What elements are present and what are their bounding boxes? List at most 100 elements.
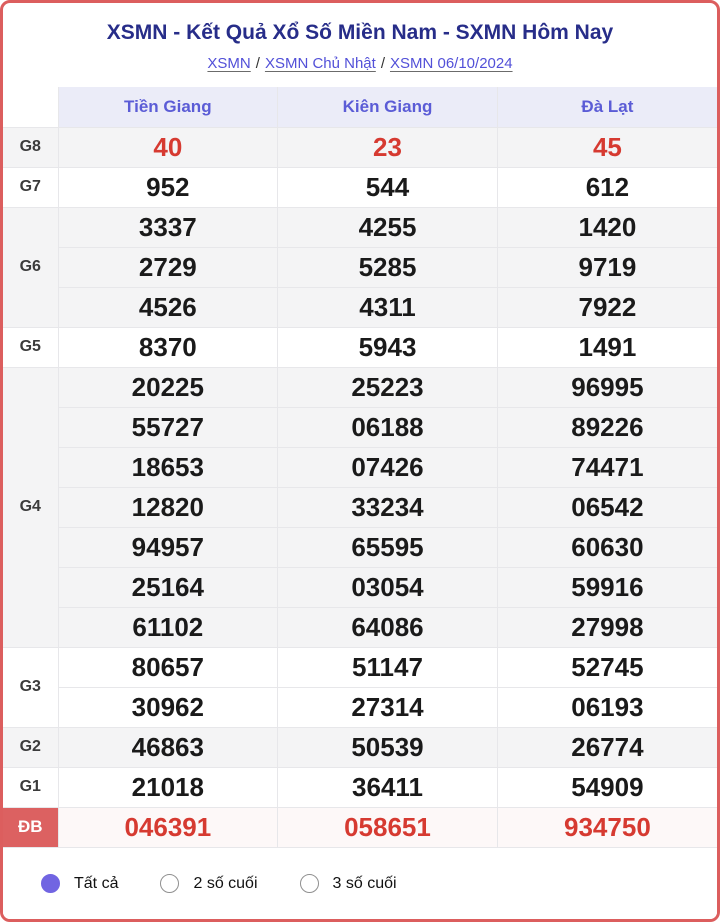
filter-option-label: 2 số cuối <box>193 874 258 892</box>
prize-value-g5-tien-giang: 8370 <box>57 326 279 368</box>
prize-value-g1-kien-giang: 36411 <box>277 766 498 808</box>
prize-value-g6-da-lat: 7922 <box>496 286 717 328</box>
radio-selected-icon[interactable] <box>41 874 60 893</box>
prize-value-g6-tien-giang: 4526 <box>57 286 279 328</box>
row-label-g3: G3 <box>3 646 59 728</box>
filter-option-last-2[interactable]: 2 số cuối <box>160 874 258 893</box>
prize-value-g2-da-lat: 26774 <box>496 726 717 768</box>
prize-value-g7-tien-giang: 952 <box>57 166 279 208</box>
header-row: Tiền Giang Kiên Giang Đà Lạt <box>3 86 717 128</box>
prize-value-g3-tien-giang: 80657 <box>57 646 279 688</box>
table-row-g4-2: 55727 06188 89226 <box>3 406 717 448</box>
table-row-g1: G1 21018 36411 54909 <box>3 766 717 808</box>
prize-value-g4-da-lat: 89226 <box>496 406 717 448</box>
table-row-g3-1: G3 80657 51147 52745 <box>3 646 717 728</box>
prize-value-g6-kien-giang: 5285 <box>277 246 498 288</box>
prize-value-g2-tien-giang: 46863 <box>57 726 279 768</box>
results-table-header: Tiền Giang Kiên Giang Đà Lạt <box>3 86 717 128</box>
table-row-g7: G7 952 544 612 <box>3 166 717 208</box>
filter-bar: Tất cả 2 số cuối 3 số cuối <box>3 847 717 919</box>
prize-value-g6-tien-giang: 2729 <box>57 246 279 288</box>
breadcrumb-link-xsmn-chu-nhat[interactable]: XSMN Chủ Nhật <box>264 55 376 72</box>
breadcrumb-separator: / <box>380 55 385 72</box>
radio-unselected-icon[interactable] <box>160 874 180 893</box>
prize-value-g3-kien-giang: 51147 <box>277 646 498 688</box>
prize-value-g8-tien-giang: 40 <box>57 126 279 168</box>
table-row-g3-2: 30962 27314 06193 <box>3 686 717 728</box>
row-label-db: ĐB <box>3 806 59 848</box>
filter-option-all[interactable]: Tất cả <box>41 874 118 893</box>
table-row-g4-4: 12820 33234 06542 <box>3 486 717 528</box>
prize-value-g6-tien-giang: 3337 <box>57 206 279 248</box>
prize-value-g4-tien-giang: 94957 <box>57 526 279 568</box>
row-label-g4: G4 <box>3 366 59 648</box>
prize-value-g4-tien-giang: 25164 <box>57 566 279 608</box>
prize-value-g4-kien-giang: 07426 <box>277 446 498 488</box>
prize-value-g2-kien-giang: 50539 <box>277 726 498 768</box>
prize-value-g6-da-lat: 1420 <box>496 206 717 248</box>
row-label-g1: G1 <box>3 766 59 808</box>
column-header-kien-giang: Kiên Giang <box>277 86 498 128</box>
prize-value-db-kien-giang: 058651 <box>277 806 498 848</box>
prize-value-g8-da-lat: 45 <box>496 126 717 168</box>
table-row-g4-1: G4 20225 25223 96995 <box>3 366 717 648</box>
prize-value-g7-kien-giang: 544 <box>277 166 498 208</box>
column-header-da-lat: Đà Lạt <box>496 86 717 128</box>
prize-value-db-tien-giang: 046391 <box>57 806 279 848</box>
header-area: XSMN - Kết Quả Xổ Số Miền Nam - SXMN Hôm… <box>3 3 717 73</box>
prize-value-g4-da-lat: 96995 <box>496 366 717 408</box>
prize-value-g4-tien-giang: 12820 <box>57 486 279 528</box>
row-label-g8: G8 <box>3 126 59 168</box>
results-table-body: G8 40 23 45 G7 952 544 612 G6 3337 4255 1420 2729 528… <box>3 126 717 848</box>
prize-value-g1-tien-giang: 21018 <box>57 766 279 808</box>
filter-option-label: Tất cả <box>74 874 119 892</box>
prize-value-db-da-lat: 934750 <box>496 806 717 848</box>
filter-option-last-3[interactable]: 3 số cuối <box>299 874 397 893</box>
prize-value-g7-da-lat: 612 <box>496 166 717 208</box>
prize-value-g4-da-lat: 59916 <box>496 566 717 608</box>
row-label-g2: G2 <box>3 726 59 768</box>
prize-value-g6-da-lat: 9719 <box>496 246 717 288</box>
table-row-g5: G5 8370 5943 1491 <box>3 326 717 368</box>
breadcrumb: XSMN / XSMN Chủ Nhật / XSMN 06/10/2024 <box>3 55 717 73</box>
prize-value-g8-kien-giang: 23 <box>277 126 498 168</box>
prize-value-g4-tien-giang: 55727 <box>57 406 279 448</box>
table-row-g2: G2 46863 50539 26774 <box>3 726 717 768</box>
prize-value-g6-kien-giang: 4255 <box>277 206 498 248</box>
prize-value-g4-da-lat: 06542 <box>496 486 717 528</box>
page-title: XSMN - Kết Quả Xổ Số Miền Nam - SXMN Hôm… <box>106 21 614 44</box>
table-row-g4-7: 61102 64086 27998 <box>3 606 717 648</box>
breadcrumb-link-xsmn-06-10-2024[interactable]: XSMN 06/10/2024 <box>389 55 513 72</box>
prize-value-g4-da-lat: 27998 <box>496 606 717 648</box>
table-row-g8: G8 40 23 45 <box>3 126 717 168</box>
prize-value-g3-tien-giang: 30962 <box>57 686 279 728</box>
prize-value-g6-kien-giang: 4311 <box>277 286 498 328</box>
row-label-g7: G7 <box>3 166 59 208</box>
prize-value-g4-kien-giang: 65595 <box>277 526 498 568</box>
prize-value-g4-tien-giang: 18653 <box>57 446 279 488</box>
table-row-g4-3: 18653 07426 74471 <box>3 446 717 488</box>
radio-unselected-icon[interactable] <box>299 874 319 893</box>
prize-value-g1-da-lat: 54909 <box>496 766 717 808</box>
prize-value-g4-kien-giang: 25223 <box>277 366 498 408</box>
prize-value-g5-kien-giang: 5943 <box>277 326 498 368</box>
prize-value-g3-da-lat: 06193 <box>496 686 717 728</box>
table-row-g6-1: G6 3337 4255 1420 <box>3 206 717 328</box>
prize-value-g4-tien-giang: 61102 <box>57 606 279 648</box>
table-row-g6-3: 4526 4311 7922 <box>3 286 717 328</box>
row-label-g6: G6 <box>3 206 59 328</box>
prize-value-g4-kien-giang: 64086 <box>277 606 498 648</box>
prize-value-g4-da-lat: 74471 <box>496 446 717 488</box>
prize-value-g4-kien-giang: 03054 <box>277 566 498 608</box>
breadcrumb-link-xsmn[interactable]: XSMN <box>207 55 251 72</box>
prize-value-g5-da-lat: 1491 <box>496 326 717 368</box>
prize-value-g3-kien-giang: 27314 <box>277 686 498 728</box>
table-row-db: ĐB 046391 058651 934750 <box>3 806 717 848</box>
breadcrumb-separator: / <box>255 55 260 72</box>
table-row-g6-2: 2729 5285 9719 <box>3 246 717 288</box>
table-row-g4-6: 25164 03054 59916 <box>3 566 717 608</box>
row-label-g5: G5 <box>3 326 59 368</box>
row-label-header-cell <box>3 86 59 128</box>
prize-value-g3-da-lat: 52745 <box>496 646 717 688</box>
